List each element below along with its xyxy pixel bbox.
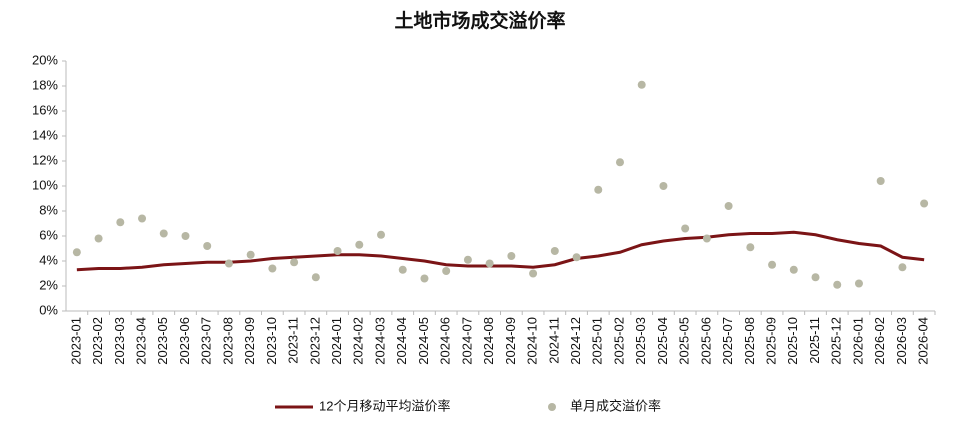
x-tick-label: 2023-01 [68,317,83,365]
x-tick-label: 2025-08 [742,317,757,365]
point [355,240,364,249]
point [898,263,907,272]
x-tick-label: 2024-12 [568,317,583,365]
point [290,258,299,267]
x-tick-label: 2023-11 [286,317,301,364]
x-tick-label: 2023-03 [112,317,127,365]
point [463,255,472,264]
point [181,232,190,240]
point [724,202,733,210]
point [833,280,842,289]
legend-swatch [548,403,556,411]
point [702,234,711,243]
point [246,250,255,259]
x-tick-label: 2025-04 [655,317,670,365]
point [529,269,538,278]
point [94,234,103,243]
point [268,264,277,273]
y-tick-label: 12% [32,152,58,167]
point [311,273,320,282]
x-tick-label: 2024-11 [546,317,561,364]
y-tick-label: 10% [32,177,58,192]
legend-label: 单月成交溢价率 [570,398,661,413]
point [854,279,863,288]
point [377,230,386,239]
x-tick-label: 2023-04 [133,317,148,365]
x-tick-label: 2024-08 [481,317,496,365]
x-tick-label: 2023-08 [220,317,235,365]
x-tick-label: 2023-05 [155,317,170,365]
point [681,224,690,233]
point [398,265,407,274]
x-tick-label: 2024-02 [351,317,366,365]
x-tick-label: 2025-12 [829,317,844,365]
point [550,247,559,255]
chart-title: 土地市场成交溢价率 [394,9,565,32]
y-tick-label: 14% [32,127,58,142]
x-tick-label: 2024-03 [372,317,387,365]
x-tick-label: 2025-03 [633,317,648,365]
y-tick-label: 6% [39,227,58,242]
point [811,273,820,282]
x-tick-label: 2025-02 [611,317,626,365]
point [746,243,755,252]
x-tick-label: 2024-06 [438,317,453,365]
x-tick-label: 2023-02 [90,317,105,365]
x-tick-label: 2023-07 [199,317,214,365]
y-tick-label: 18% [32,77,58,92]
point [572,253,581,262]
x-tick-label: 2025-01 [590,317,605,365]
x-tick-label: 2023-12 [307,317,322,365]
x-tick-label: 2023-06 [177,317,192,365]
y-tick-label: 4% [39,252,58,267]
point [116,218,125,227]
x-tick-label: 2026-04 [916,317,931,365]
point [72,248,81,257]
x-tick-label: 2024-07 [459,317,474,365]
x-tick-label: 2025-10 [785,317,800,365]
y-tick-label: 16% [32,102,58,117]
x-tick-label: 2024-01 [329,317,344,365]
point [615,158,624,167]
point [594,185,603,194]
x-tick-label: 2025-09 [764,317,779,365]
x-tick-label: 2025-06 [698,317,713,365]
legend-label: 12个月移动平均溢价率 [319,398,450,413]
point [485,259,494,268]
point [507,252,516,260]
x-tick-label: 2025-07 [720,317,735,365]
point [203,242,212,250]
point [442,267,451,275]
y-tick-label: 20% [32,52,58,67]
point [138,214,147,223]
point [637,80,646,89]
point [333,247,342,255]
x-tick-label: 2026-03 [894,317,909,365]
line [76,230,925,272]
x-tick-label: 2024-10 [525,317,540,365]
x-tick-label: 2023-09 [242,317,257,365]
x-tick-label: 2025-05 [677,317,692,365]
point [659,182,668,190]
point [224,259,233,268]
point [420,274,429,283]
x-tick-label: 2025-11 [807,317,822,364]
y-tick-label: 2% [39,277,58,292]
x-tick-label: 2023-10 [264,317,279,365]
x-tick-label: 2024-04 [394,317,409,365]
point [768,260,777,269]
x-tick-label: 2024-09 [503,317,518,365]
x-tick-label: 2024-05 [416,317,431,365]
point [920,199,929,208]
x-tick-label: 2026-01 [850,317,865,365]
point [789,265,798,274]
y-tick-label: 0% [39,302,58,317]
point [876,177,885,185]
x-tick-label: 2026-02 [872,317,887,365]
point [159,229,168,238]
y-tick-label: 8% [39,202,58,217]
